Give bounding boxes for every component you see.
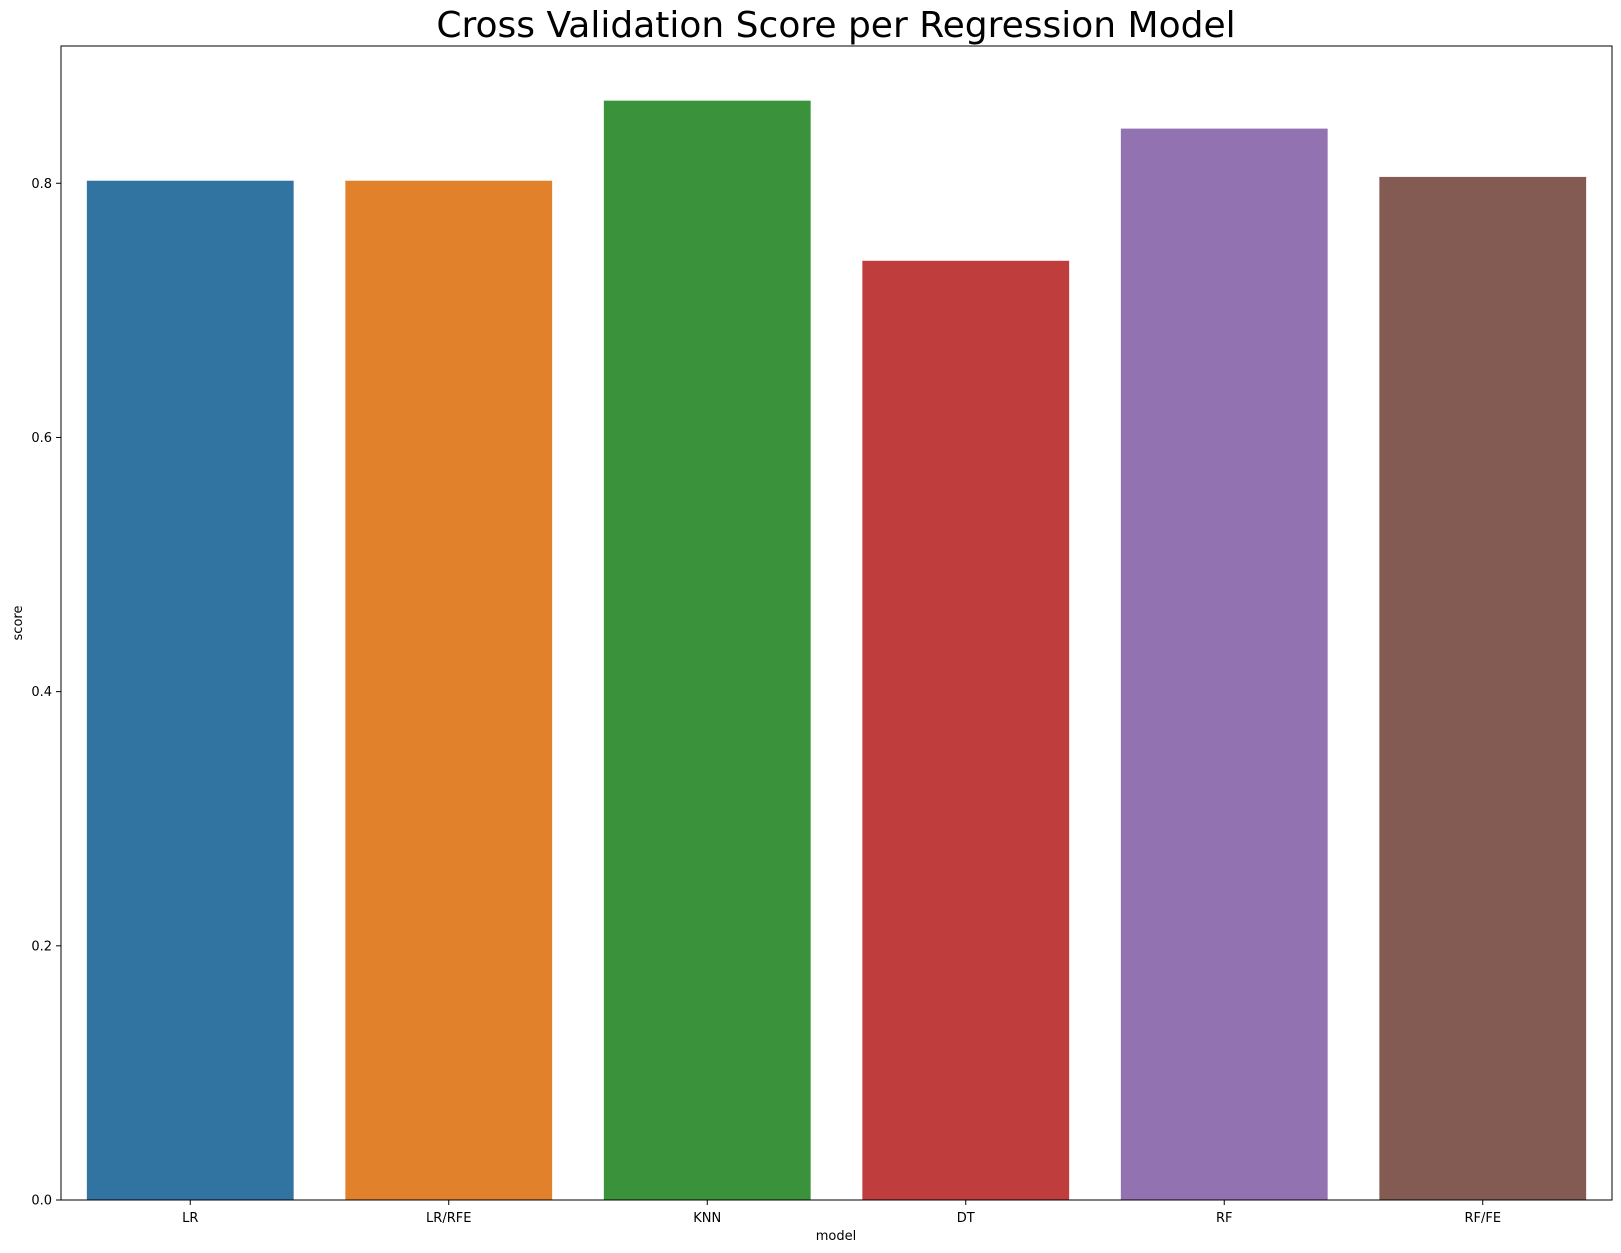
x-tick-label: LR/RFE [426, 1211, 471, 1226]
bar-lr-rfe [345, 180, 553, 1200]
x-tick-label: LR [182, 1211, 198, 1226]
bar-knn [603, 100, 811, 1200]
y-tick-label: 0.4 [31, 685, 52, 700]
y-axis-label: score [11, 606, 26, 641]
bar-lr [86, 180, 294, 1200]
x-tick-label: DT [957, 1211, 975, 1226]
x-axis-label: model [816, 1229, 856, 1244]
x-tick-label: RF/FE [1464, 1211, 1501, 1226]
chart-title: Cross Validation Score per Regression Mo… [436, 5, 1235, 46]
bar-dt [862, 260, 1070, 1200]
y-axis: 0.0 0.2 0.4 0.6 0.8 [31, 177, 61, 1209]
plot-frame [60, 45, 1613, 1201]
x-axis: LR LR/RFE KNN DT RF RF/FE [182, 1200, 1501, 1226]
y-tick-label: 0.8 [31, 177, 52, 192]
y-tick-label: 0.6 [31, 431, 52, 446]
plot-area [86, 100, 1587, 1201]
bar-rf-fe [1379, 176, 1587, 1201]
x-tick-label: RF [1216, 1211, 1233, 1226]
y-tick-label: 0.2 [31, 939, 52, 954]
y-tick-label: 0.0 [31, 1194, 52, 1209]
x-tick-label: KNN [693, 1211, 721, 1226]
bar-rf [1120, 128, 1328, 1201]
